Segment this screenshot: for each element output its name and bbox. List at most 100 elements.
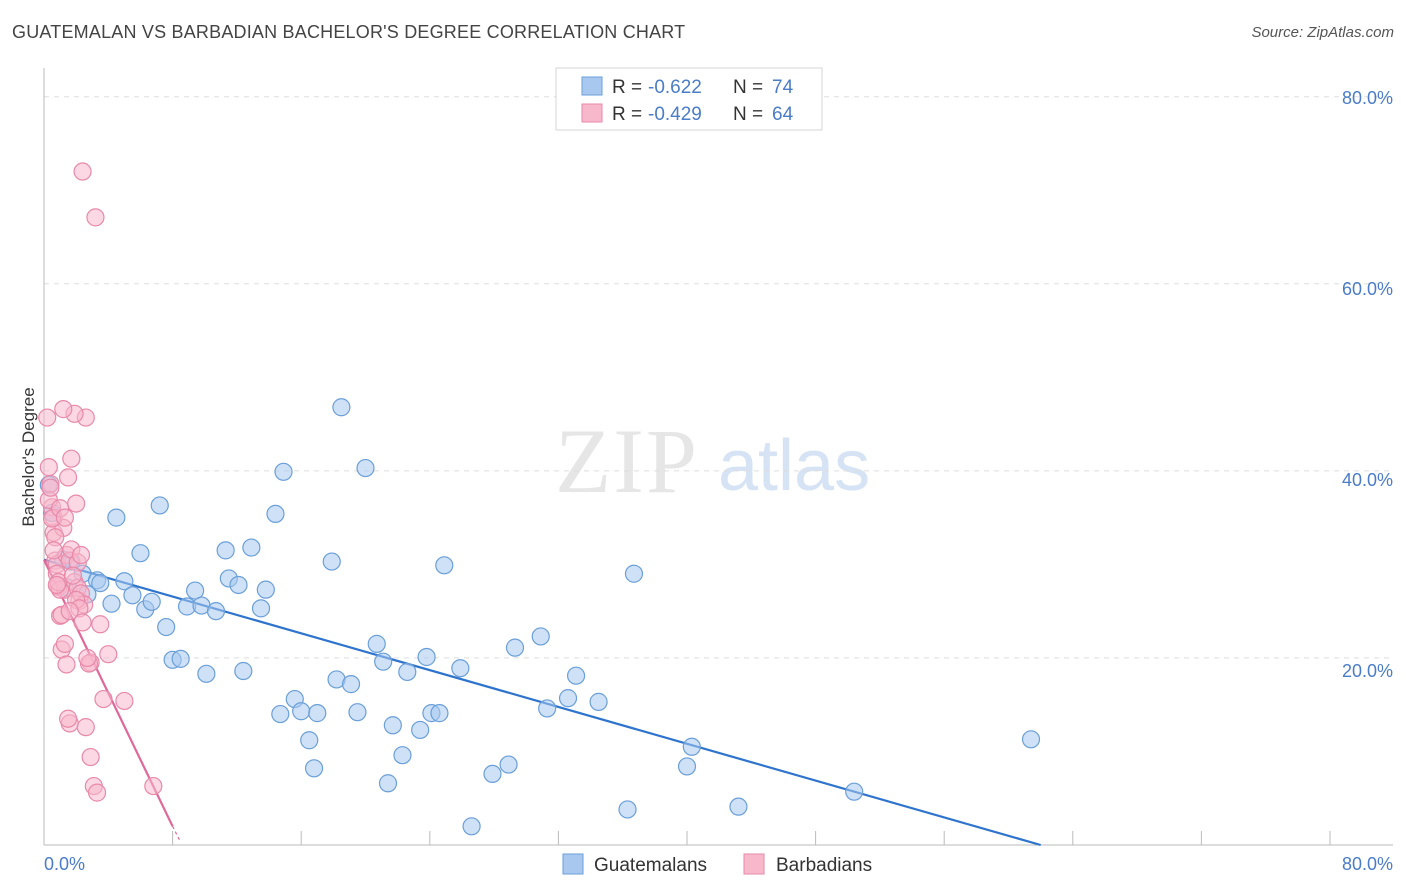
data-point-blue: [332, 398, 351, 417]
data-point-blue: [171, 649, 190, 668]
data-point-blue: [589, 692, 608, 711]
data-point-blue: [1021, 730, 1041, 749]
data-point-blue: [383, 716, 402, 735]
data-point-pink: [115, 691, 134, 711]
x-tick-label-max: 80.0%: [1342, 854, 1393, 874]
data-point-blue: [411, 720, 430, 740]
data-point-pink: [60, 602, 79, 621]
bottom-legend-label-pink[interactable]: Barbadians: [776, 855, 872, 876]
data-point-blue: [356, 458, 375, 478]
data-point-pink: [59, 468, 78, 487]
y-tick-label-80: 80.0%: [1342, 88, 1393, 108]
data-point-blue: [206, 602, 226, 621]
data-point-blue: [251, 599, 271, 618]
data-point-blue: [300, 731, 319, 750]
data-point-blue: [142, 592, 161, 611]
data-point-blue: [304, 759, 324, 778]
data-point-blue: [197, 664, 216, 683]
data-point-pink: [55, 634, 74, 653]
data-point-pink: [39, 458, 58, 477]
data-point-blue: [845, 782, 864, 801]
legend-swatch-pink: [581, 103, 603, 123]
legend-r-label-pink: R =: [612, 104, 642, 125]
data-point-pink: [63, 566, 83, 585]
chart-source: Source: ZipAtlas.com: [1251, 24, 1394, 41]
data-point-blue: [374, 652, 393, 671]
data-point-pink: [87, 783, 107, 802]
data-point-blue: [256, 580, 275, 599]
data-point-blue: [682, 737, 701, 756]
data-point-blue: [271, 704, 290, 724]
data-point-pink: [67, 494, 86, 513]
data-point-pink: [62, 449, 81, 468]
points-layer: [38, 162, 1041, 836]
y-axis-label: Bachelor's Degree: [19, 387, 38, 526]
data-point-blue: [451, 659, 470, 678]
data-point-pink: [44, 541, 63, 560]
data-point-blue: [499, 755, 518, 774]
data-point-pink: [71, 545, 91, 565]
data-point-blue: [91, 573, 110, 593]
data-point-blue: [393, 746, 412, 765]
data-point-blue: [483, 764, 502, 784]
data-point-blue: [216, 541, 235, 560]
data-point-pink: [57, 655, 76, 674]
data-point-blue: [229, 575, 248, 595]
data-point-blue: [102, 594, 121, 613]
y-tick-label-20: 20.0%: [1342, 661, 1393, 681]
data-point-blue: [274, 462, 293, 481]
legend-r-label-blue: R =: [612, 77, 642, 98]
data-point-blue: [115, 572, 134, 591]
data-point-blue: [538, 699, 557, 718]
data-point-blue: [322, 552, 341, 571]
data-point-blue: [398, 662, 417, 682]
watermark-zip: ZIP: [555, 410, 699, 512]
series-legend: Guatemalans Barbadians: [562, 853, 872, 876]
bottom-legend-label-blue[interactable]: Guatemalans: [594, 855, 707, 876]
y-tick-label-60: 60.0%: [1342, 279, 1393, 299]
data-point-blue: [131, 544, 150, 563]
grid-layer: [44, 96, 1393, 659]
data-point-pink: [76, 718, 95, 737]
data-point-blue: [266, 504, 285, 523]
data-point-pink: [55, 508, 74, 527]
data-point-blue: [150, 496, 169, 515]
data-point-blue: [123, 586, 142, 605]
legend-r-value-pink: -0.429: [648, 104, 702, 125]
data-point-blue: [378, 774, 398, 793]
data-point-pink: [91, 615, 110, 634]
data-point-blue: [531, 627, 550, 646]
legend-r-value-blue: -0.622: [648, 77, 702, 98]
data-point-pink: [41, 478, 60, 497]
data-point-pink: [86, 208, 105, 227]
legend-swatch-blue: [581, 76, 603, 96]
bottom-legend-swatch-pink[interactable]: [743, 853, 765, 875]
data-point-pink: [73, 162, 92, 181]
data-point-blue: [186, 581, 205, 600]
data-point-blue: [292, 702, 311, 721]
data-point-blue: [234, 661, 253, 681]
data-point-blue: [242, 538, 261, 557]
data-point-blue: [624, 564, 644, 583]
data-point-blue: [677, 757, 697, 776]
data-point-blue: [430, 704, 449, 723]
axis-layer: [43, 68, 1393, 846]
bottom-legend-swatch-blue[interactable]: [562, 853, 584, 875]
legend-n-label-blue: N =: [733, 77, 763, 98]
data-point-pink: [54, 400, 73, 419]
legend-n-label-pink: N =: [733, 104, 763, 125]
data-point-pink: [144, 776, 163, 796]
data-point-blue: [462, 817, 481, 836]
data-point-blue: [558, 689, 578, 708]
data-point-blue: [729, 797, 748, 816]
data-point-pink: [99, 645, 118, 664]
chart-title: GUATEMALAN VS BARBADIAN BACHELOR'S DEGRE…: [12, 22, 686, 42]
legend-n-value-blue: 74: [772, 77, 794, 98]
x-tick-label-min: 0.0%: [44, 854, 85, 874]
data-point-blue: [618, 800, 637, 819]
data-point-pink: [81, 747, 100, 767]
data-point-blue: [341, 675, 361, 694]
data-point-blue: [157, 617, 176, 637]
data-point-blue: [566, 666, 586, 685]
data-point-pink: [73, 613, 92, 632]
